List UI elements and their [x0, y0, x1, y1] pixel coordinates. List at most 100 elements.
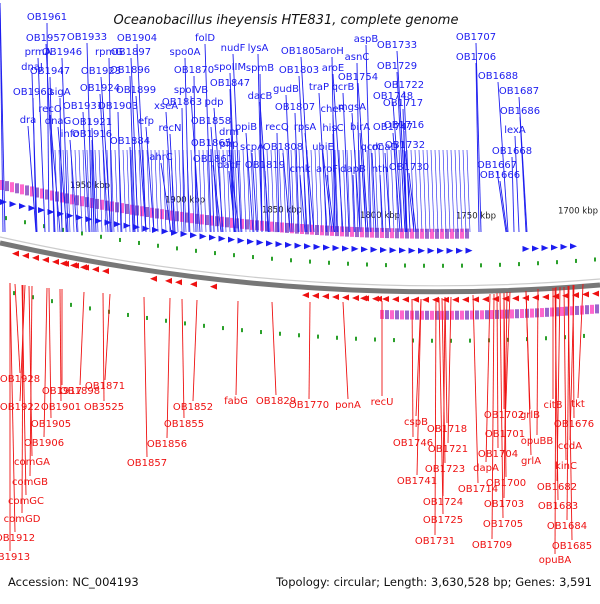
forward-gene-label: info — [61, 129, 80, 140]
forward-gene-label: OB1933 — [67, 32, 107, 43]
forward-gene-connector — [450, 149, 455, 233]
reverse-gene-arrow — [452, 296, 459, 303]
reverse-gene-connector — [9, 282, 16, 533]
forward-gene-band — [275, 222, 279, 233]
forward-gene-arrow — [323, 244, 330, 251]
forward-gene-connector — [122, 149, 127, 233]
reverse-gene-arrow — [472, 296, 479, 303]
reverse-gene-band — [420, 310, 424, 320]
reverse-gene-arrow — [375, 295, 382, 302]
reverse-gene-arrow — [562, 292, 569, 299]
scale-tick-label: 1850 kbp — [262, 206, 302, 216]
forward-gene-connector — [282, 149, 287, 233]
reverse-gene-band — [540, 308, 544, 318]
forward-gene-band — [200, 214, 204, 225]
forward-gene-connector — [66, 149, 71, 233]
forward-gene-arrow — [104, 219, 112, 226]
forward-gene-band — [400, 228, 404, 239]
reverse-gene-band — [400, 310, 404, 320]
reverse-gene-label: OB1700 — [486, 478, 526, 489]
reverse-gene-band — [435, 310, 439, 320]
reverse-gene-label: OB1905 — [31, 419, 71, 430]
scale-tick — [279, 331, 281, 336]
forward-gene-label: recQ — [265, 122, 289, 133]
reverse-gene-band — [385, 310, 389, 320]
forward-gene-connector — [259, 101, 270, 233]
forward-gene-label: aroH — [320, 46, 344, 57]
forward-gene-connector — [270, 149, 275, 233]
reverse-gene-label: OB1917 — [42, 386, 82, 397]
forward-gene-connector — [356, 62, 361, 233]
reverse-gene-band — [550, 307, 554, 317]
reverse-gene-band — [555, 307, 559, 317]
scale-tick — [203, 323, 205, 328]
forward-gene-band — [405, 228, 409, 239]
forward-gene-connector — [286, 149, 291, 233]
forward-gene-label: gudB — [273, 84, 299, 95]
reverse-gene-connector — [143, 296, 148, 458]
forward-gene-connector — [306, 149, 311, 233]
forward-gene-connector — [82, 111, 90, 233]
reverse-gene-connector — [308, 301, 311, 400]
forward-gene-connector — [86, 42, 93, 233]
reverse-gene-label: OB1682 — [537, 482, 577, 493]
forward-gene-connector — [446, 149, 451, 233]
reverse-gene-connector — [342, 301, 349, 400]
forward-gene-connector — [454, 149, 459, 233]
reverse-gene-connector — [59, 288, 62, 402]
forward-gene-connector — [186, 149, 191, 233]
forward-gene-connector — [350, 149, 355, 233]
reverse-gene-band — [595, 304, 599, 314]
reverse-gene-band — [590, 304, 594, 314]
reverse-gene-band — [560, 306, 564, 316]
reverse-gene-connector — [563, 286, 567, 461]
forward-gene-connector — [519, 116, 527, 233]
forward-gene-label: OB1803 — [279, 65, 319, 76]
reverse-gene-connector — [577, 283, 584, 399]
forward-gene-connector — [246, 149, 251, 233]
forward-gene-band — [430, 228, 434, 239]
forward-gene-arrow — [256, 239, 264, 246]
forward-gene-band — [235, 218, 239, 229]
forward-gene-connector — [162, 149, 167, 233]
forward-gene-connector — [384, 152, 391, 233]
scale-tick — [51, 299, 53, 304]
forward-gene-connector — [145, 126, 155, 233]
reverse-gene-label: comGB — [12, 477, 48, 488]
reverse-gene-label: OB1746 — [393, 438, 433, 449]
forward-gene-connector — [352, 174, 356, 233]
forward-gene-label: dacF — [217, 160, 241, 171]
forward-gene-label: OB1819 — [245, 160, 285, 171]
reverse-gene-arrow — [70, 262, 77, 269]
forward-gene-band — [25, 185, 29, 196]
forward-gene-connector — [62, 149, 67, 233]
forward-gene-connector — [365, 44, 372, 233]
forward-gene-band — [15, 183, 19, 194]
reverse-gene-arrow — [42, 256, 49, 263]
forward-gene-label: OB1706 — [456, 52, 496, 63]
forward-gene-connector — [165, 111, 174, 233]
forward-gene-connector — [229, 72, 237, 233]
reverse-gene-label: opuBA — [539, 555, 572, 566]
forward-gene-connector — [382, 149, 387, 233]
reverse-gene-arrow — [382, 296, 389, 303]
reverse-gene-label: kinC — [555, 461, 577, 472]
reverse-gene-label: OB1901 — [41, 402, 81, 413]
forward-gene-label: OB1667 — [477, 160, 517, 171]
forward-gene-connector — [396, 71, 406, 233]
forward-gene-label: qcrB — [332, 82, 355, 93]
forward-gene-connector — [402, 149, 407, 233]
forward-gene-connector — [398, 149, 403, 233]
genome-backbone — [0, 240, 600, 295]
forward-gene-band — [225, 217, 229, 228]
reverse-gene-arrow — [175, 279, 182, 286]
reverse-gene-arrow — [210, 283, 217, 290]
forward-gene-connector — [358, 149, 363, 233]
reverse-gene-label: OB1702 — [484, 410, 524, 421]
reverse-gene-arrow — [442, 296, 449, 303]
forward-gene-connector — [58, 149, 63, 233]
forward-gene-connector — [134, 149, 139, 233]
forward-gene-connector — [334, 149, 339, 233]
forward-gene-band — [370, 227, 374, 238]
